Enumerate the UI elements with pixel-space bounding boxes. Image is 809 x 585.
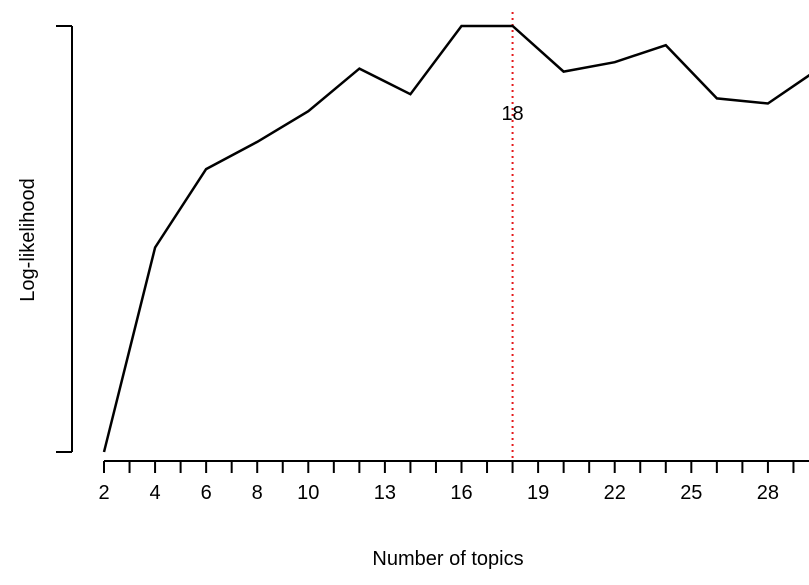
series-line [102, 24, 809, 453]
x-tick-label: 28 [757, 482, 779, 504]
x-tick-label: 13 [374, 482, 396, 504]
x-tick-label: 19 [527, 482, 549, 504]
x-tick-label: 10 [297, 482, 319, 504]
x-axis: 2 4 6 8 10 13 16 19 22 25 28 [98, 460, 809, 504]
x-tick-label: 25 [680, 482, 702, 504]
reference-line-label: 18 [501, 103, 523, 125]
x-tick-label: 6 [201, 482, 212, 504]
series-group [102, 24, 809, 453]
x-tick-label: 2 [98, 482, 109, 504]
y-axis [56, 25, 73, 453]
x-tick-label: 16 [450, 482, 472, 504]
x-tick-label: 22 [604, 482, 626, 504]
x-tick-label: 4 [150, 482, 161, 504]
x-axis-title: Number of topics [372, 548, 523, 570]
x-tick-label: 8 [252, 482, 263, 504]
reference-line-group: 18 [501, 12, 524, 461]
y-axis-title: Log-likelihood [17, 178, 39, 301]
